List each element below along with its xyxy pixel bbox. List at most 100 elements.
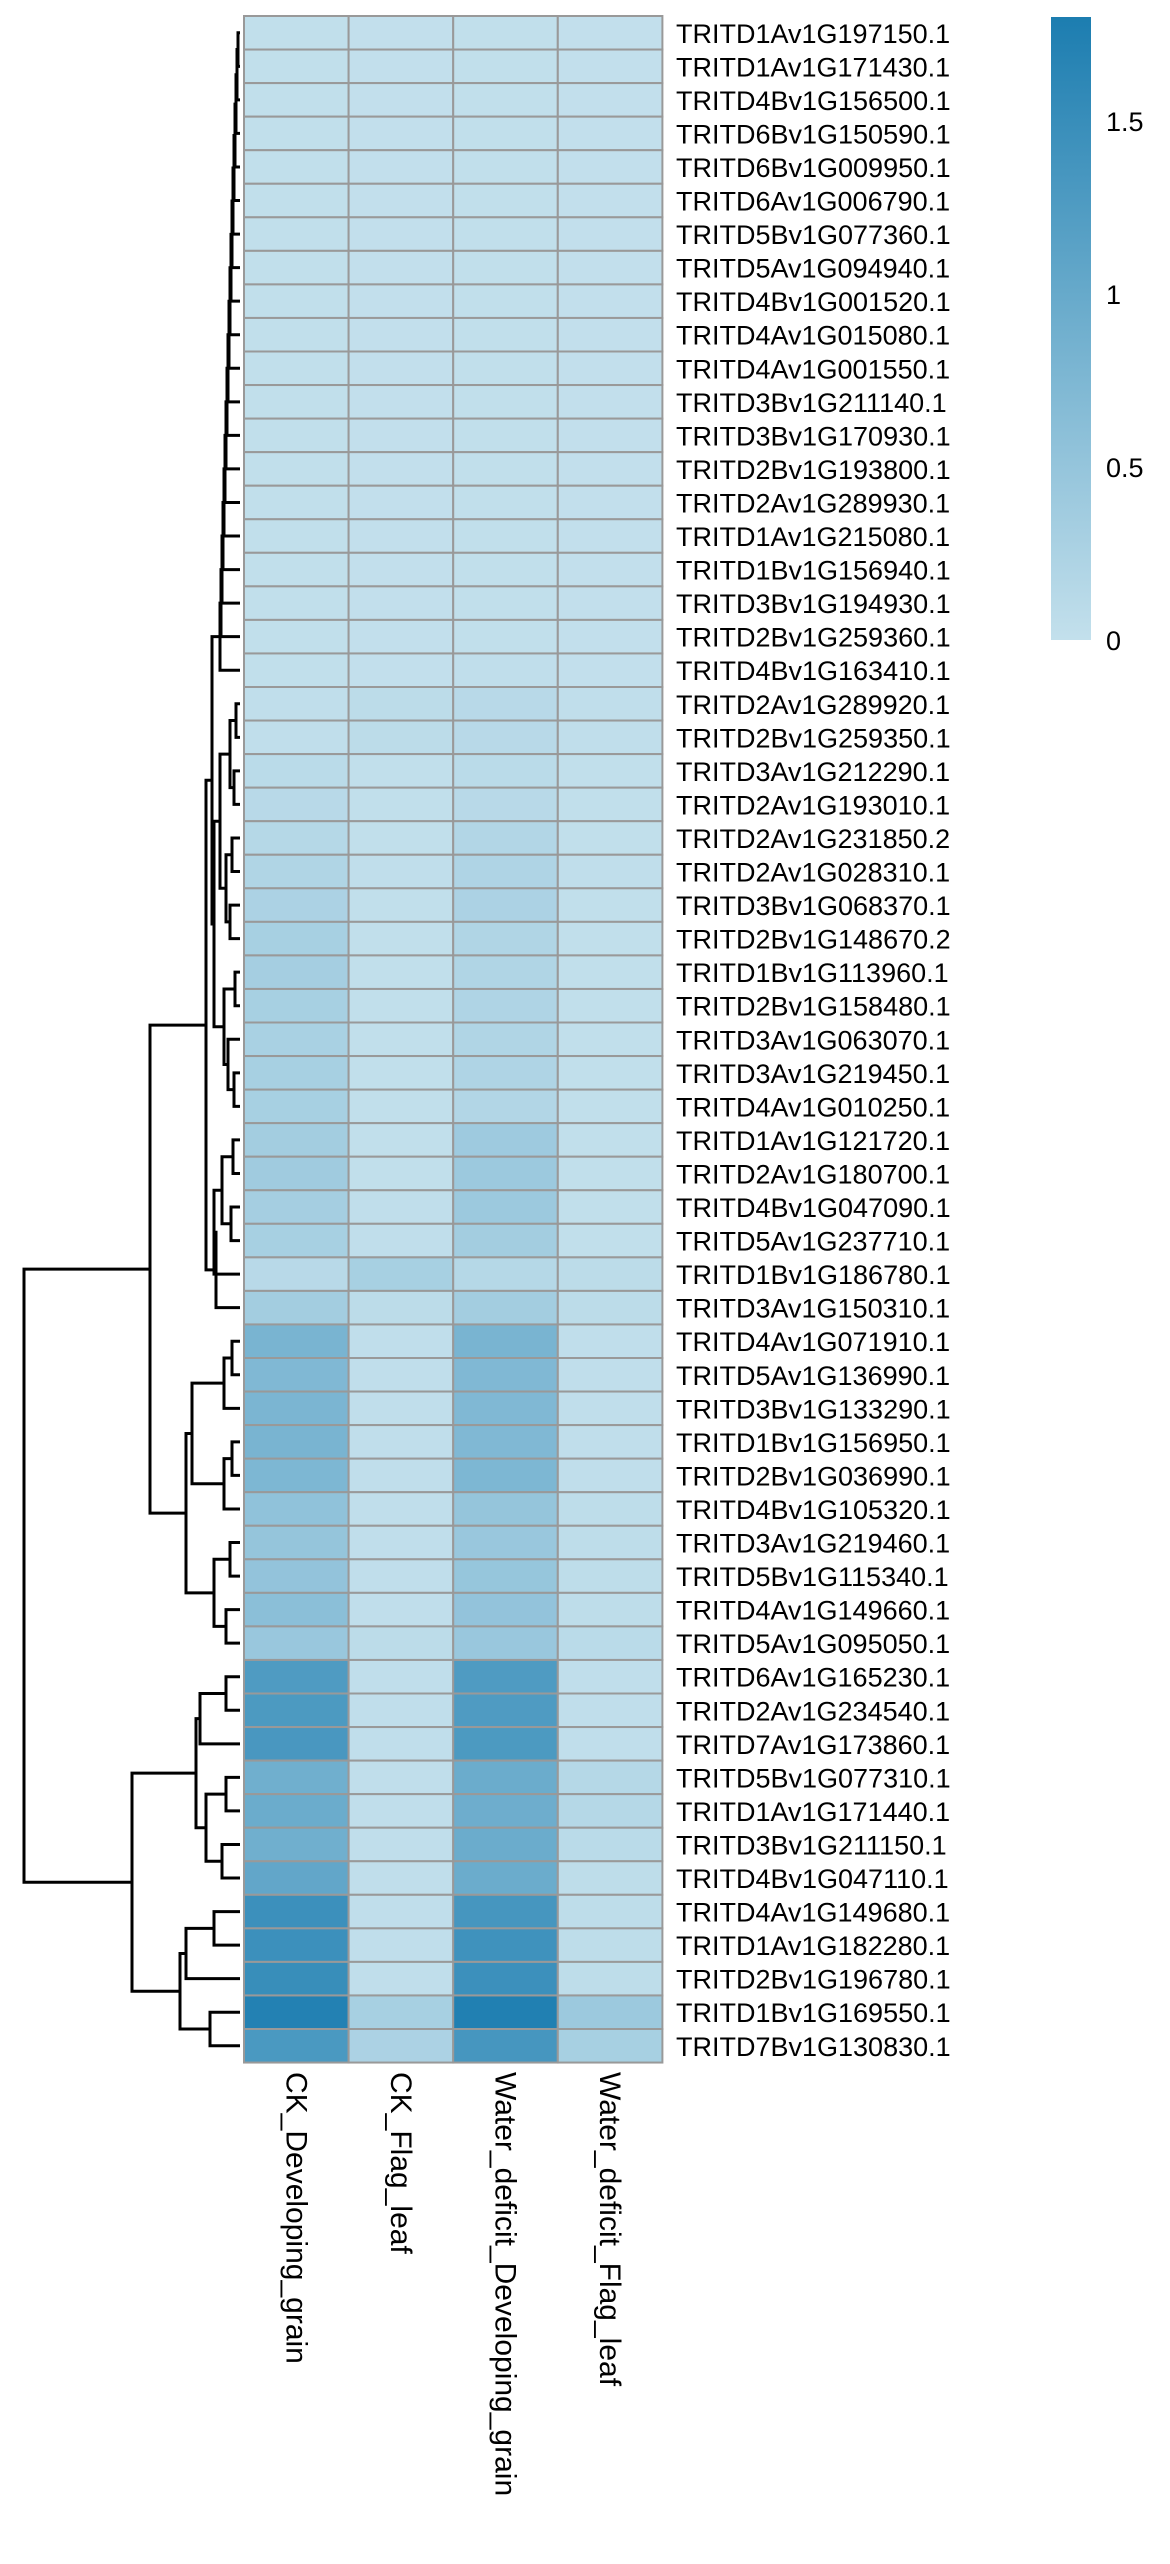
heatmap-cell [556,350,664,387]
row-label: TRITD1Bv1G186780.1 [676,1260,951,1290]
heatmap-cell [452,920,559,957]
heatmap-cell [452,551,559,588]
heatmap-cell [452,15,559,51]
dendrogram-branch [212,1910,240,1947]
heatmap-cell [556,518,664,554]
row-label: TRITD1Bv1G156950.1 [676,1428,951,1458]
heatmap-cell [243,1357,350,1393]
row-label: TRITD1Av1G171430.1 [676,52,950,82]
row-label: TRITD5Bv1G077360.1 [676,220,951,250]
dendrogram-branch [231,1138,240,1175]
legend-color-bar [1051,17,1091,640]
heatmap-cell [452,1826,559,1863]
row-label: TRITD3Av1G219460.1 [676,1529,950,1559]
dendrogram-branch [224,1675,240,1712]
heatmap-cell [556,384,664,420]
row-label: TRITD2Bv1G158480.1 [676,992,951,1022]
dendrogram-branch [230,1440,240,1477]
heatmap-cell [347,518,455,554]
heatmap-cell [347,1390,455,1427]
heatmap-cell [347,1726,455,1762]
row-label: TRITD3Bv1G194930.1 [676,589,951,619]
row-label: TRITD1Bv1G156940.1 [676,556,951,586]
heatmap-cell [347,1189,455,1225]
heatmap-cell [243,149,350,185]
heatmap-cell [556,1021,664,1058]
row-label: TRITD3Bv1G211150.1 [676,1830,947,1860]
dendrogram-branch [214,1230,240,1310]
row-label: TRITD4Bv1G105320.1 [676,1495,951,1525]
row-label: TRITD4Av1G010250.1 [676,1092,950,1122]
heatmap-cell [347,283,455,319]
heatmap-cell [452,1323,559,1359]
row-label: TRITD4Av1G015080.1 [676,321,950,351]
heatmap-cell [556,1692,664,1729]
dendrogram-branch [184,1431,214,1595]
heatmap-cell [347,585,455,621]
heatmap-cell [556,585,664,621]
heatmap-cell [556,1558,664,1594]
heatmap-cell [452,1256,559,1292]
row-label: TRITD4Av1G149680.1 [676,1898,950,1928]
dendrogram-branch [229,1205,240,1243]
heatmap-cell [347,1055,455,1091]
heatmap-cell [556,15,664,51]
dendrogram-branch [232,1071,240,1108]
heatmap-cell [452,652,559,689]
heatmap-cell [347,48,455,85]
row-label: TRITD1Av1G171440.1 [676,1797,950,1827]
heatmap-cell [243,1625,350,1661]
heatmap-cell [347,753,455,789]
heatmap-cell [452,1289,559,1326]
heatmap-cell [452,1357,559,1393]
heatmap-cell [347,920,455,957]
heatmap-cell [243,1860,350,1896]
heatmap-cell [452,1860,559,1896]
heatmap-cell [452,1558,559,1594]
heatmap-cell [556,2028,664,2064]
dendrogram-branch [224,1608,240,1645]
row-label: TRITD1Av1G197150.1 [676,19,950,49]
row-label: TRITD4Av1G071910.1 [676,1327,950,1357]
heatmap-cell [347,1625,455,1661]
dendrogram-branch [22,1267,150,1884]
row-label: TRITD4Av1G149660.1 [676,1596,950,1626]
row-label: TRITD2Bv1G148670.2 [676,925,951,955]
heatmap-cell [347,1289,455,1326]
heatmap-cell [452,753,559,789]
heatmap-cell [452,182,559,219]
heatmap-cell [243,48,350,85]
heatmap-cell [243,1893,350,1930]
heatmap-cell [347,82,455,118]
heatmap-cell [452,1021,559,1058]
heatmap-cell [556,1424,664,1460]
heatmap-cell [347,1155,455,1192]
heatmap-cell [347,887,455,923]
heatmap-cell [452,82,559,118]
heatmap-cell [556,82,664,118]
heatmap-cell [243,853,350,890]
heatmap-cell [556,1826,664,1863]
heatmap-cell [347,1323,455,1359]
heatmap-cell [347,2028,455,2064]
heatmap-cell [452,786,559,823]
heatmap-cell [347,1424,455,1460]
legend-tick-label: 1 [1106,280,1121,310]
row-label: TRITD1Bv1G169550.1 [676,1998,951,2028]
heatmap-cell [243,618,350,655]
heatmap-cell [556,283,664,319]
row-label: TRITD2Av1G289930.1 [676,488,950,518]
heatmap-cell [347,786,455,823]
heatmap-cell [243,249,350,286]
row-label: TRITD5Av1G095050.1 [676,1629,950,1659]
heatmap-cell [243,1189,350,1225]
heatmap-cell [452,316,559,353]
heatmap-cell [243,1759,350,1796]
row-label: TRITD2Bv1G259360.1 [676,623,951,653]
heatmap-cell [347,182,455,219]
heatmap-cell [556,216,664,252]
column-label: Water_deficit_Flag_leaf [593,2072,626,2387]
heatmap-cell [556,1927,664,1963]
heatmap-cell [452,1591,559,1628]
row-label: TRITD3Bv1G211140.1 [676,388,947,418]
